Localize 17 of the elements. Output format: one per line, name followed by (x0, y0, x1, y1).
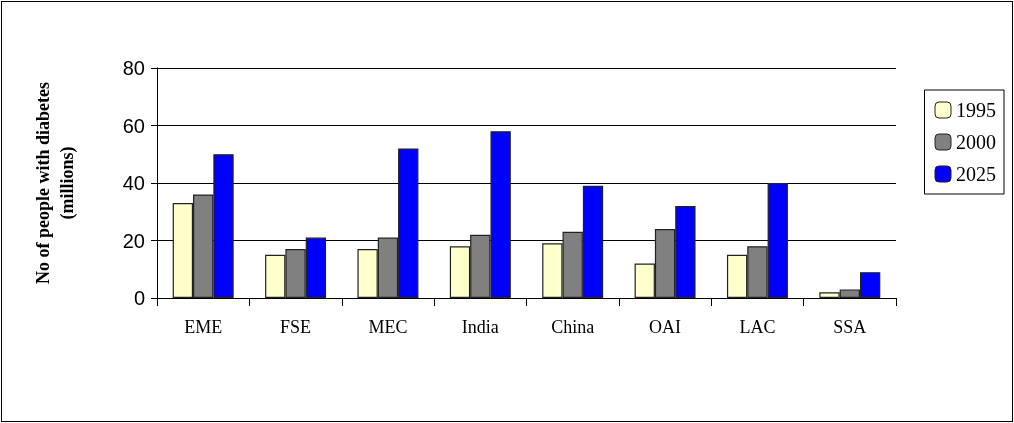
y-tick-label: 80 (122, 57, 145, 79)
y-axis-title: No of people with diabetes (millions) (33, 82, 78, 284)
y-tick-label: 20 (122, 229, 145, 252)
legend-label: 2000 (956, 131, 996, 153)
x-tick-label: LAC (739, 317, 776, 337)
y-tick-label: 60 (122, 114, 145, 137)
y-tick-label: 0 (133, 287, 145, 309)
x-tick-label: China (551, 317, 595, 337)
y-tick-label: 40 (122, 172, 145, 194)
x-tick-label: India (461, 317, 499, 337)
x-tick-label: SSA (833, 317, 867, 337)
legend-label: 1995 (956, 99, 996, 121)
x-tick-label: FSE (280, 317, 312, 337)
x-tick-label: EME (184, 317, 223, 337)
legend-label: 2025 (956, 163, 996, 185)
x-tick-label: OAI (649, 317, 682, 337)
x-tick-label: MEC (368, 317, 408, 337)
